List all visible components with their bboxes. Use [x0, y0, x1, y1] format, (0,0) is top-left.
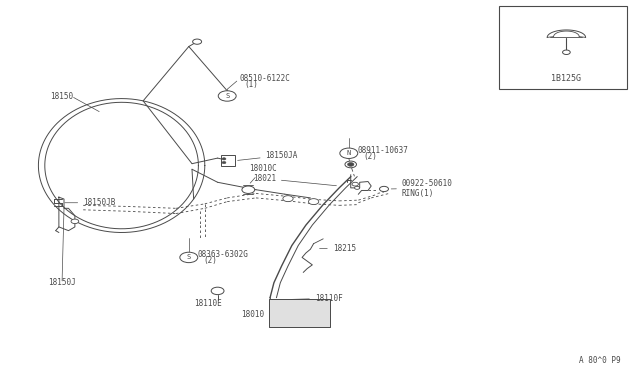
Text: 18150JA: 18150JA	[237, 151, 298, 160]
Text: 08510-6122C: 08510-6122C	[240, 74, 291, 83]
Text: 18110E: 18110E	[194, 299, 222, 308]
Circle shape	[242, 186, 255, 193]
Circle shape	[71, 219, 79, 224]
Circle shape	[211, 287, 224, 295]
Text: (2): (2)	[204, 256, 218, 265]
Text: 18215: 18215	[319, 244, 356, 253]
Text: S: S	[187, 254, 191, 260]
Text: (1): (1)	[244, 80, 259, 89]
Text: 18150JB: 18150JB	[65, 198, 116, 207]
Text: 18110F: 18110F	[291, 294, 342, 303]
Text: A 80^0 P9: A 80^0 P9	[579, 356, 621, 365]
Circle shape	[193, 39, 202, 44]
Text: 18010C: 18010C	[250, 164, 277, 183]
Text: (2): (2)	[364, 152, 378, 161]
Circle shape	[218, 91, 236, 101]
Circle shape	[563, 50, 570, 55]
Circle shape	[340, 148, 358, 158]
Circle shape	[345, 161, 356, 168]
Text: 18010: 18010	[241, 310, 264, 319]
Bar	[269, 299, 330, 327]
Circle shape	[355, 186, 360, 189]
Text: 08911-10637: 08911-10637	[357, 146, 408, 155]
Circle shape	[380, 186, 388, 192]
Text: 18021: 18021	[253, 174, 337, 186]
Circle shape	[222, 158, 226, 160]
Text: S: S	[225, 93, 229, 99]
Circle shape	[308, 199, 319, 205]
Text: 00922-50610
RING(1): 00922-50610 RING(1)	[391, 179, 452, 198]
Text: N: N	[347, 150, 351, 156]
Circle shape	[348, 163, 354, 166]
Text: 18150: 18150	[50, 92, 73, 101]
Circle shape	[352, 182, 358, 186]
Bar	[499, 6, 627, 89]
Bar	[221, 155, 235, 166]
Circle shape	[180, 252, 198, 263]
Text: 1B125G: 1B125G	[552, 74, 581, 83]
Text: 08363-6302G: 08363-6302G	[197, 250, 248, 259]
Text: 18150J: 18150J	[48, 278, 76, 287]
Circle shape	[283, 196, 293, 202]
Circle shape	[222, 161, 226, 164]
